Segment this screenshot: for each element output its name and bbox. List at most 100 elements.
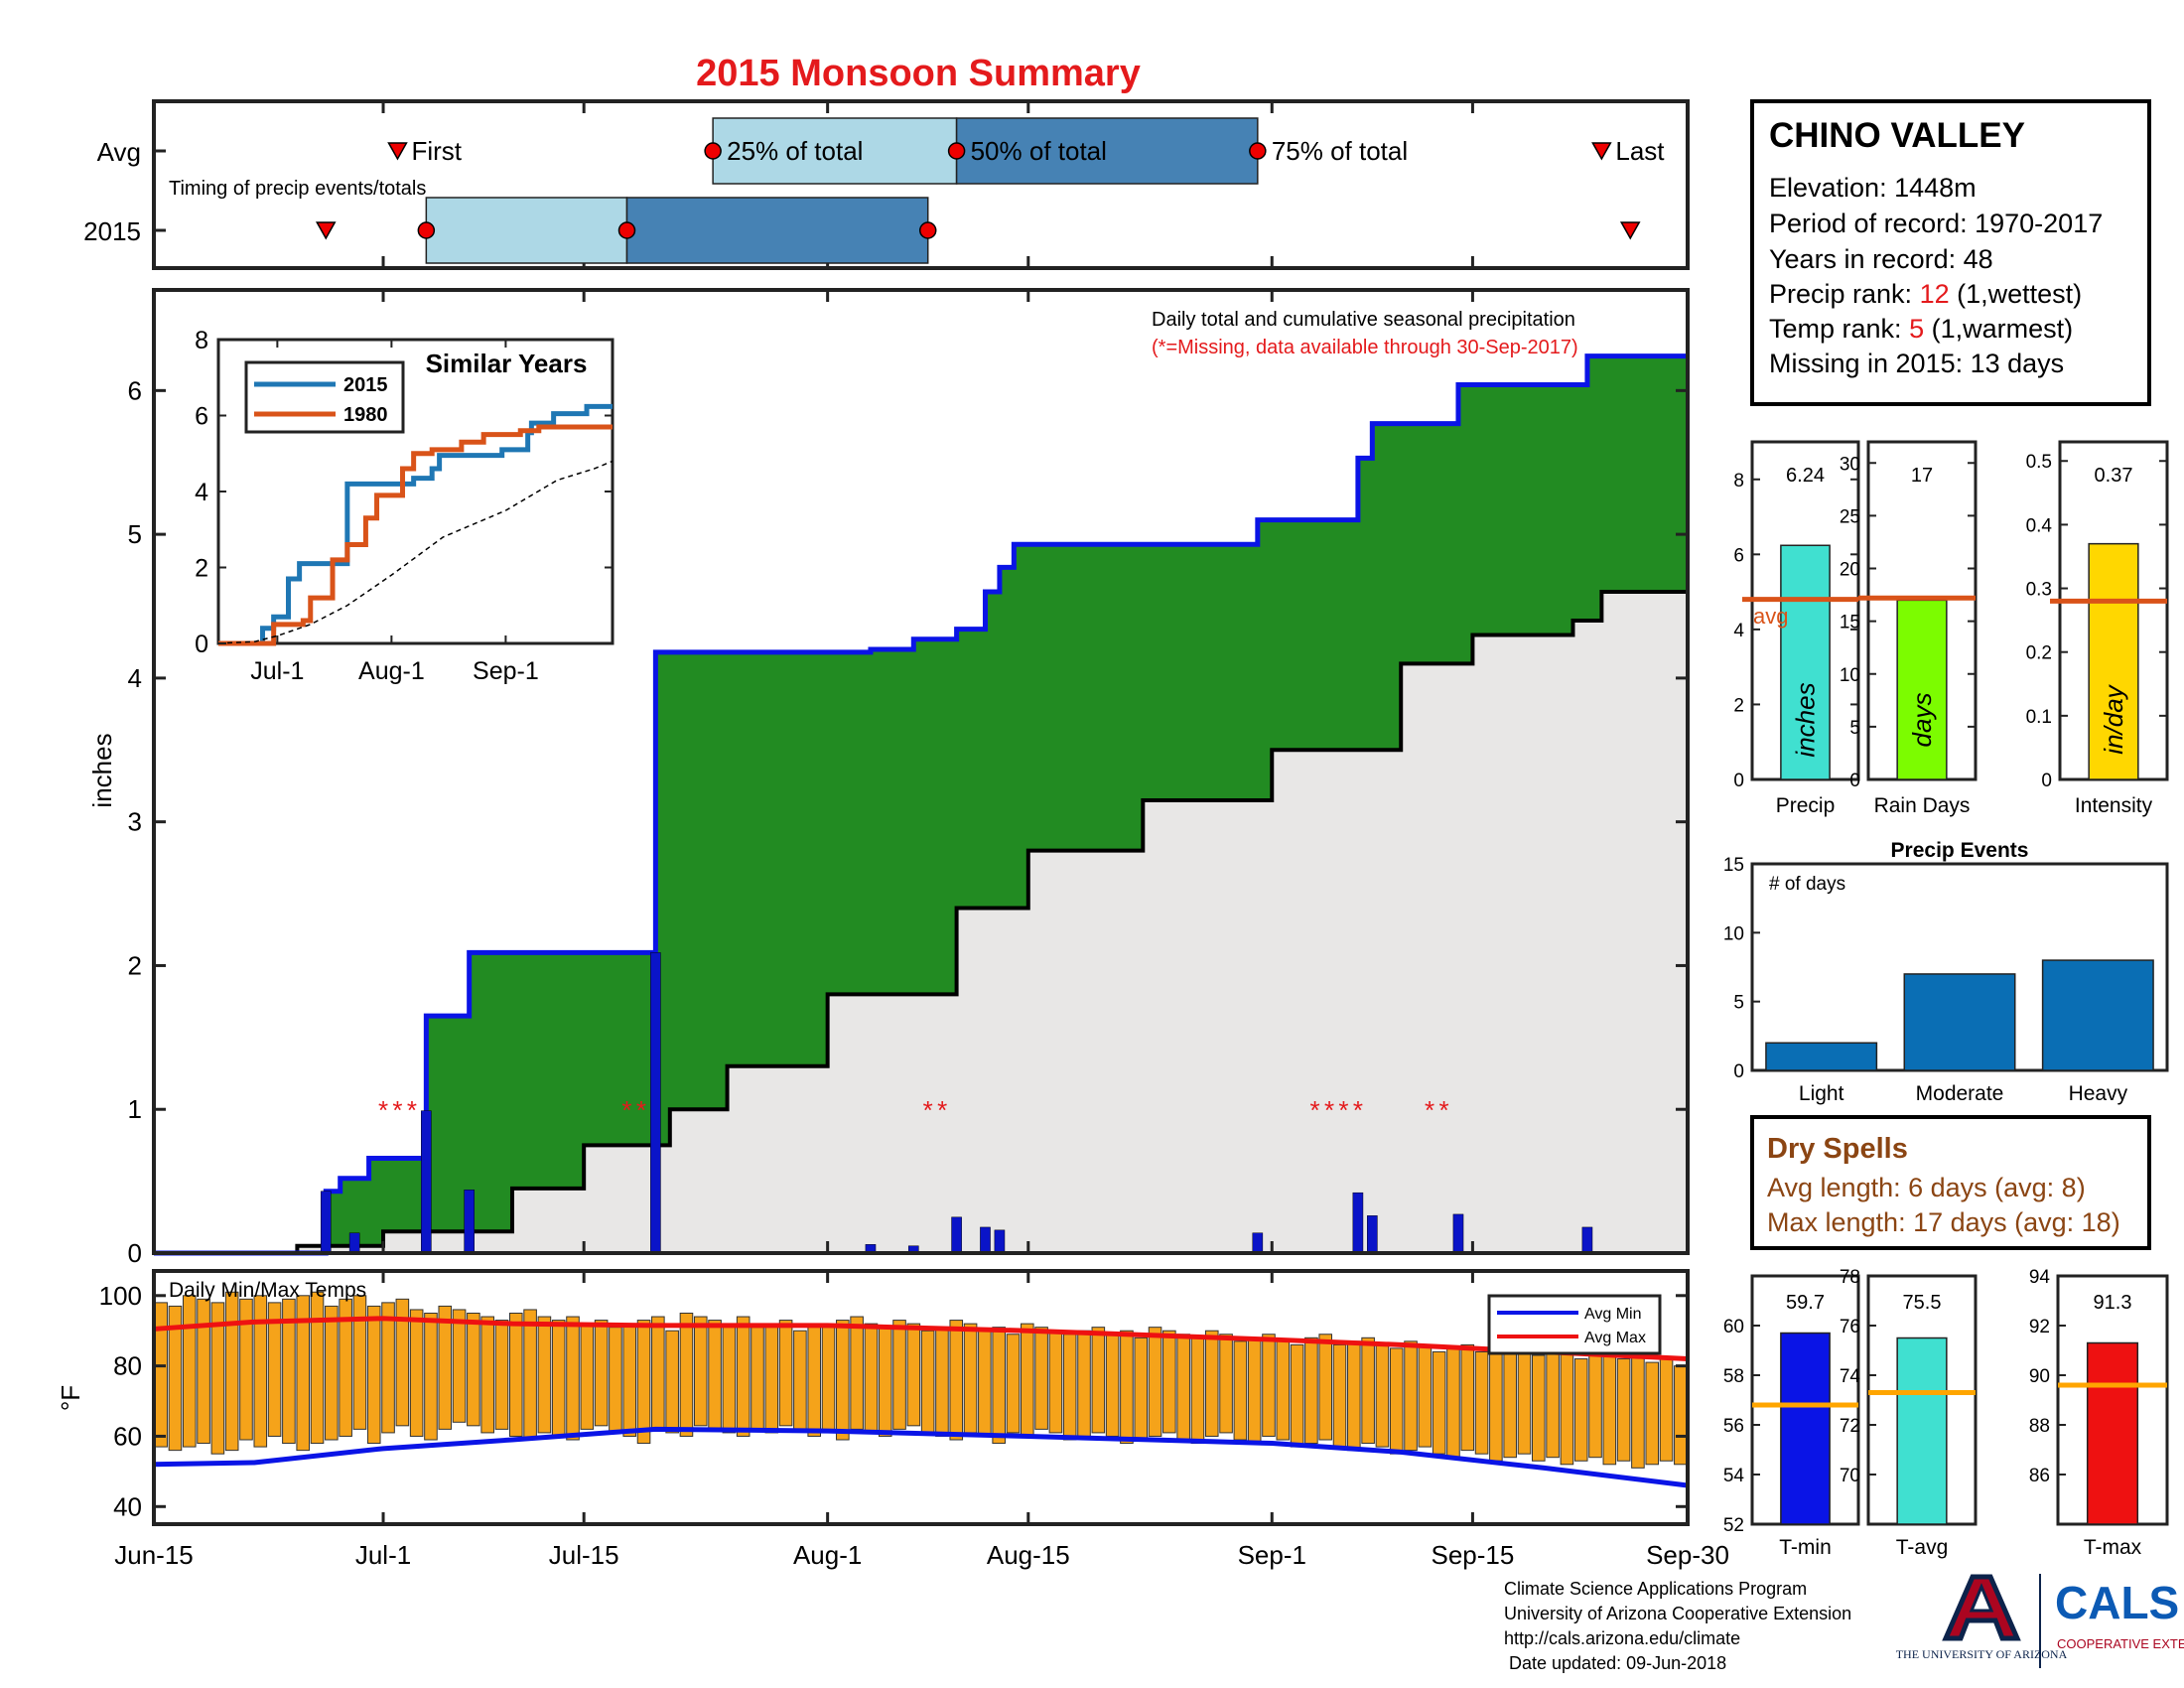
temp-stat-ytick-label-0-0: 52	[1723, 1515, 1744, 1536]
temp-stat-ytick-label-0-1: 54	[1723, 1466, 1745, 1486]
daily-temp-bar-83	[1332, 1343, 1347, 1448]
daily-temp-bar-53	[906, 1323, 921, 1427]
university-logo: THE UNIVERSITY OF ARIZONA CALS COOPERATI…	[1896, 1574, 2184, 1668]
daily-temp-bar-17	[395, 1298, 410, 1427]
inset-legend-frame	[244, 360, 405, 434]
stat-chart-2: 0.37 in/day 0 0.1 0.2 0.3 0.4 0.5 Intensity	[2026, 440, 2169, 817]
temp-stat-ytick-label-1-2: 74	[1840, 1366, 1861, 1387]
timing-2015-quartile-1-box	[425, 197, 628, 264]
station-temp-rank: Temp rank: 5 (1,warmest)	[1769, 314, 2073, 344]
daily-temp-bar-46	[807, 1323, 822, 1437]
timing-avg-first-marker	[387, 142, 408, 161]
dry-spells-box: Dry Spells Avg length: 6 days (avg: 8) M…	[1750, 1115, 2151, 1250]
daily-temp-bar-55	[935, 1327, 949, 1437]
event-ytick-label-3: 15	[1723, 855, 1744, 876]
daily-temp-bar-22	[467, 1313, 480, 1427]
main-ytick-label-6: 6	[128, 375, 142, 405]
inset-legend-label-0: 2015	[343, 374, 388, 396]
daily-temp-bar-78	[1262, 1334, 1276, 1437]
daily-temp-bar-0	[154, 1302, 168, 1448]
daily-temp-bar-16	[381, 1302, 395, 1434]
daily-temp-bar-38	[693, 1316, 708, 1427]
arizona-a-icon	[1942, 1574, 2021, 1641]
daily-temp-bar-34	[636, 1320, 651, 1445]
daily-temp-bar-49	[850, 1316, 864, 1430]
date-tick-label-6: Sep-15	[1431, 1540, 1514, 1570]
daily-temp-bar-5	[224, 1291, 239, 1452]
daily-temp-bar-85	[1361, 1336, 1375, 1445]
footer-line-3: http://cals.arizona.edu/climate	[1504, 1628, 1740, 1648]
inset-ytick-label-3: 6	[195, 403, 208, 431]
daily-temp-bar-97	[1531, 1354, 1546, 1462]
daily-temp-bar-30	[580, 1323, 595, 1430]
daily-temp-bar-107	[1674, 1365, 1688, 1466]
stat-category-label-2: Intensity	[2075, 794, 2153, 817]
main-ytick-label-0: 0	[128, 1238, 142, 1268]
temp-stat-ytick-label-1-0: 70	[1840, 1466, 1860, 1486]
daily-temp-bar-66	[1091, 1327, 1106, 1434]
timing-avg-p25-marker	[704, 142, 722, 160]
daily-precip-bar-14	[1581, 1226, 1593, 1254]
stat-ytick-label-1-5: 25	[1840, 506, 1860, 527]
daily-temp-bar-42	[751, 1327, 764, 1430]
missing-marker-9: *	[1338, 1095, 1348, 1125]
daily-temp-bar-13	[339, 1298, 352, 1437]
daily-temp-bar-29	[566, 1316, 580, 1441]
daily-temp-bar-39	[708, 1320, 722, 1430]
temp-ytick-label-3: 100	[99, 1281, 142, 1311]
daily-precip-bar-0	[320, 1191, 332, 1254]
stat-unit-label-2: in/day	[2099, 683, 2128, 754]
daily-temp-bar-20	[438, 1305, 453, 1430]
temp-stat-bar-1	[1896, 1336, 1948, 1525]
timing-avg-p50-marker	[947, 142, 966, 160]
daily-temp-bar-24	[494, 1320, 509, 1430]
missing-marker-7: *	[1310, 1095, 1320, 1125]
stat-ytick-label-0-4: 8	[1733, 471, 1744, 492]
station-missing: Missing in 2015: 13 days	[1769, 349, 2064, 378]
dry-spells-max-length: Max length: 17 days (avg: 18)	[1767, 1207, 2120, 1237]
main-ytick-label-2: 2	[128, 950, 142, 980]
event-ytick-label-2: 10	[1723, 923, 1744, 944]
similar-years-inset: 0 2 4 6 8 Jul-1 Aug-1 Sep-1 Similar Years 2015 198…	[195, 327, 614, 685]
avg-min-temp-line	[153, 1426, 1689, 1488]
inset-legend-label-1: 1980	[343, 404, 388, 426]
temp-legend-label-1: Avg Max	[1584, 1330, 1646, 1346]
missing-marker-5: *	[923, 1095, 933, 1125]
daily-temp-bar-94	[1489, 1347, 1503, 1462]
daily-temp-bar-72	[1176, 1334, 1190, 1441]
temp-stat-chart-0: 59.7 52 54 56 58 60 T-min	[1723, 1274, 1860, 1559]
main-annotation: Daily total and cumulative seasonal prec…	[1152, 309, 1575, 331]
seasonal-temp-charts: 59.7 52 54 56 58 60 T-min 75.5 70 72 74 76 78 T-avg 91…	[1723, 1267, 2169, 1559]
daily-temp-bar-2	[182, 1295, 197, 1448]
stat-chart-0: 6.24 inches 0 2 4 6 8 Precip	[1733, 440, 1860, 817]
timing-label-p75: 75% of total	[1272, 136, 1408, 166]
timing-row-label-1: 2015	[83, 216, 141, 246]
daily-temp-bar-45	[793, 1330, 807, 1430]
temp-ylabel: °F	[56, 1385, 85, 1411]
daily-temp-bar-43	[764, 1323, 779, 1434]
missing-marker-11: *	[1425, 1095, 1434, 1125]
daily-temp-bar-57	[963, 1323, 978, 1434]
stat-ytick-label-1-0: 0	[1849, 771, 1860, 791]
stat-ytick-label-0-1: 2	[1733, 695, 1744, 716]
daily-temp-bar-79	[1276, 1340, 1291, 1441]
stat-ytick-label-1-3: 15	[1840, 613, 1860, 633]
daily-temp-bar-98	[1546, 1347, 1560, 1459]
inset-ytick-label-0: 0	[195, 631, 208, 658]
daily-precip-bar-3	[464, 1190, 475, 1254]
date-tick-label-4: Aug-15	[987, 1540, 1070, 1570]
daily-temp-bar-36	[665, 1330, 679, 1434]
timing-avg-quartile-1-box	[712, 117, 958, 185]
temp-stat-ytick-label-1-4: 78	[1840, 1267, 1860, 1288]
station-period: Period of record: 1970-2017	[1769, 209, 2103, 238]
temp-stat-ytick-label-1-3: 76	[1840, 1317, 1860, 1337]
missing-note: (*=Missing, data available through 30-Se…	[1152, 337, 1578, 358]
stat-unit-label-1: days	[1907, 693, 1937, 748]
inset-series-1980-line	[218, 424, 613, 646]
daily-temp-bar-48	[836, 1320, 850, 1441]
missing-marker-1: *	[392, 1095, 402, 1125]
daily-temp-bar-90	[1432, 1350, 1446, 1455]
daily-temp-bar-28	[551, 1320, 566, 1437]
